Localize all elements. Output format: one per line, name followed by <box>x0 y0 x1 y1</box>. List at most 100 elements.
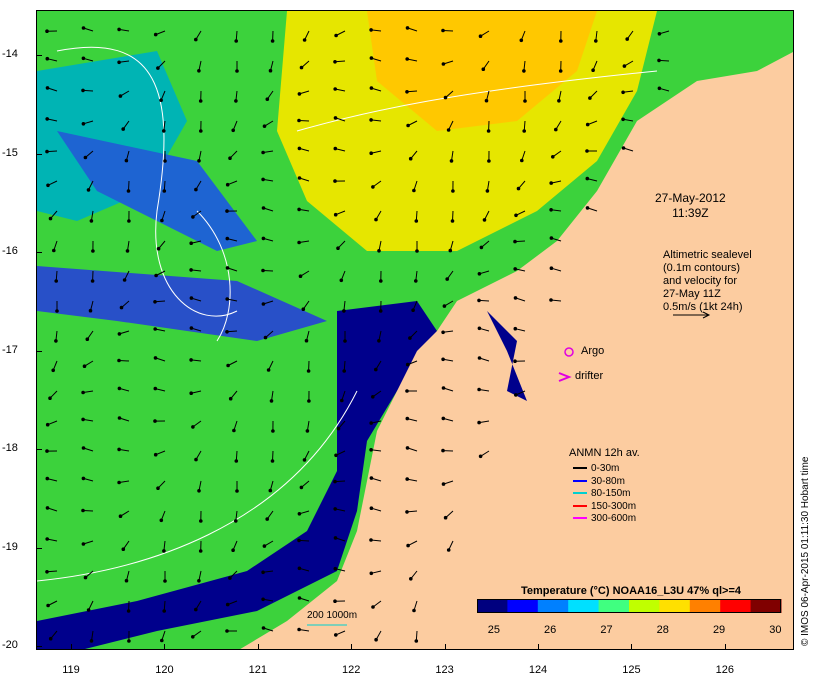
argo-label: Argo <box>581 345 605 357</box>
velocity-arrow-head <box>441 482 446 486</box>
velocity-arrow-head <box>81 542 86 546</box>
velocity-arrow-head <box>265 517 269 521</box>
velocity-arrow-head <box>297 240 301 245</box>
velocity-arrow-head <box>81 476 86 481</box>
velocity-arrow-head <box>297 566 302 571</box>
cool-sst-band-2 <box>37 266 327 341</box>
colorbar-ticks: 25 26 27 28 29 30 <box>488 624 782 636</box>
velocity-arrow-head <box>559 39 563 43</box>
velocity-arrow-head <box>117 416 122 420</box>
credit-text: © IMOS 06-Apr-2015 01:11:30 Hobart time <box>800 456 811 647</box>
velocity-arrow-head <box>81 390 85 395</box>
velocity-arrow-head <box>191 215 195 219</box>
velocity-arrow-head <box>558 69 563 73</box>
velocity-arrow-head <box>482 218 487 222</box>
velocity-arrow-head <box>83 155 88 160</box>
velocity-arrow-head <box>522 69 526 73</box>
velocity-arrow-head <box>153 386 158 391</box>
time-text: 11:39Z <box>672 206 709 220</box>
velocity-arrow-head <box>225 182 230 187</box>
velocity-arrow-head <box>342 309 346 313</box>
velocity-arrow-head <box>81 26 86 30</box>
velocity-arrow-head <box>621 146 626 150</box>
velocity-arrow-head <box>405 477 410 481</box>
velocity-arrow-head <box>45 537 49 541</box>
velocity-arrow-head <box>48 636 53 641</box>
longitude-tick <box>71 644 72 650</box>
velocity-arrow-head <box>297 146 302 151</box>
longitude-label: 121 <box>248 664 267 676</box>
velocity-arrow-head <box>377 249 381 253</box>
sealevel-contours <box>37 46 658 582</box>
velocity-arrow-head <box>333 60 337 64</box>
velocity-arrow-head <box>232 428 236 433</box>
colorbar-segment <box>537 599 569 613</box>
velocity-arrow-head <box>159 518 164 523</box>
legend-arrow-icon <box>573 504 587 507</box>
velocity-arrow-head <box>83 575 88 580</box>
latitude-tick <box>36 252 42 253</box>
velocity-arrow-head <box>225 266 230 270</box>
velocity-arrow-head <box>225 330 229 334</box>
velocity-arrow-head <box>160 638 164 643</box>
velocity-arrow-head <box>81 122 86 126</box>
velocity-arrow-head <box>189 326 194 330</box>
velocity-arrow-head <box>371 605 375 609</box>
colorbar-segment <box>568 599 600 613</box>
velocity-arrow-head <box>406 123 410 128</box>
velocity-arrow-head <box>117 447 121 452</box>
king-sound-inlet <box>487 311 527 401</box>
velocity-arrow-head <box>225 629 229 633</box>
velocity-arrow-head <box>189 358 193 362</box>
velocity-arrow-head <box>594 39 598 43</box>
legend-arrow-icon <box>573 517 587 520</box>
velocity-arrow-head <box>119 305 124 310</box>
velocity-arrow-head <box>197 579 201 583</box>
velocity-arrow-head <box>45 56 50 61</box>
velocity-arrow-head <box>297 538 301 543</box>
velocity-arrow-head <box>377 339 381 343</box>
velocity-arrow-head <box>126 189 131 193</box>
velocity-arrow-head <box>333 479 337 484</box>
velocity-arrow-head <box>484 98 489 103</box>
altimetry-line: (0.1m contours) <box>663 262 741 274</box>
colorbar-title: Temperature (°C) NOAA16_L3U 47% ql>=4 <box>521 585 741 597</box>
colorbar-tick-label: 30 <box>769 624 781 636</box>
velocity-arrow-head <box>378 309 383 313</box>
velocity-arrow-head <box>405 510 409 514</box>
velocity-arrow-head <box>265 97 270 101</box>
velocity-arrow-head <box>270 459 275 463</box>
velocity-arrow-head <box>478 454 483 459</box>
velocity-arrow-head <box>117 60 121 65</box>
velocity-arrow-head <box>405 389 409 393</box>
velocity-arrow-head <box>46 603 50 608</box>
velocity-arrow-head <box>412 608 416 613</box>
velocity-arrow-head <box>448 248 453 253</box>
velocity-arrow-head <box>477 387 481 392</box>
velocity-arrow-head <box>369 118 373 122</box>
velocity-arrow-head <box>369 151 374 155</box>
velocity-arrow-head <box>225 209 229 213</box>
velocity-arrow-head <box>443 95 448 100</box>
velocity-arrow-head <box>405 90 409 94</box>
velocity-arrow-head <box>305 429 310 433</box>
drifter-label: drifter <box>575 370 604 382</box>
latitude-label: -14 <box>2 48 18 60</box>
velocity-arrow-head <box>45 506 50 510</box>
velocity-arrow-head <box>81 508 85 513</box>
velocity-arrow-head <box>415 249 419 253</box>
velocity-arrow-head <box>153 419 157 423</box>
velocity-arrow-head <box>45 29 49 34</box>
velocity-arrow-head <box>591 68 595 73</box>
velocity-arrow-head <box>412 188 416 193</box>
longitude-tick <box>257 644 259 650</box>
velocity-arrow-head <box>477 326 482 331</box>
velocity-arrow-head <box>333 536 338 540</box>
velocity-arrow-head <box>333 599 337 604</box>
velocity-arrow-head <box>451 189 455 193</box>
colorbar-tick-label: 28 <box>657 624 669 636</box>
velocity-arrow-head <box>523 99 527 103</box>
velocity-arrow-head <box>297 207 301 212</box>
velocity-arrow-head <box>261 150 265 155</box>
longitude-label: 119 <box>62 664 80 676</box>
